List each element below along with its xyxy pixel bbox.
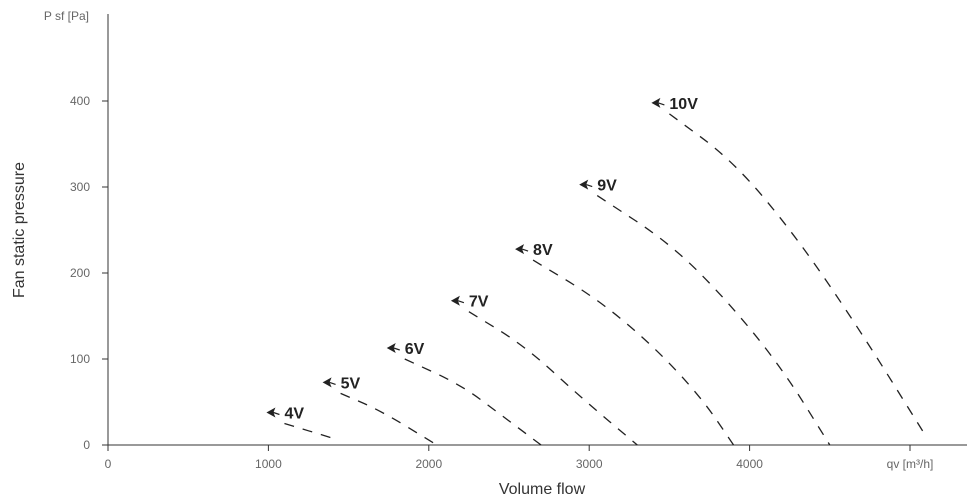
series-label-4V: 4V — [284, 406, 304, 423]
series-line-7V — [468, 311, 638, 446]
series-line-6V — [404, 358, 542, 446]
y-tick-label: 100 — [70, 352, 90, 366]
series-marker-5V — [322, 377, 332, 388]
series-marker-tail-9V — [586, 184, 593, 188]
series-marker-tail-7V — [457, 300, 465, 304]
series-marker-7V — [450, 295, 460, 306]
x-tick-label: 4000 — [736, 457, 763, 471]
y-tick-label: 400 — [70, 94, 90, 108]
series-lines — [284, 113, 927, 446]
axes — [107, 14, 967, 446]
series-label-8V: 8V — [533, 242, 553, 259]
y-tick-label: 300 — [70, 180, 90, 194]
series-marker-tail-6V — [393, 347, 400, 351]
y-tick-label: 0 — [83, 438, 90, 452]
series-marker-8V — [515, 244, 525, 255]
series-marker-4V — [266, 407, 276, 418]
series-line-9V — [596, 195, 831, 446]
series-line-5V — [340, 392, 438, 446]
series-marker-tail-10V — [658, 102, 665, 106]
x-tick-label: 3000 — [576, 457, 603, 471]
series-marker-6V — [386, 343, 396, 353]
x-axis-title: Volume flow — [499, 481, 586, 498]
series-marker-tail-8V — [521, 248, 529, 252]
series-line-4V — [284, 422, 333, 439]
y-unit-label: P sf [Pa] — [44, 9, 89, 23]
series-line-10V — [669, 113, 927, 437]
series-label-7V: 7V — [469, 294, 489, 311]
series-labels: 4V 5V 6V 7V 8V 9V 10V — [266, 96, 698, 423]
series-label-10V: 10V — [669, 96, 698, 113]
y-tick-label: 200 — [70, 266, 90, 280]
series-label-6V: 6V — [405, 341, 425, 358]
series-marker-tail-4V — [273, 411, 280, 416]
series-marker-9V — [579, 179, 589, 190]
series-label-9V: 9V — [597, 178, 617, 195]
series-label-5V: 5V — [341, 375, 361, 392]
series-line-8V — [532, 259, 735, 446]
x-tick-label: 0 — [105, 457, 112, 471]
y-axis-title: Fan static pressure — [11, 162, 28, 298]
series-marker-tail-5V — [329, 381, 336, 385]
series-marker-10V — [651, 97, 661, 108]
x-unit-label: qv [m³/h] — [887, 457, 934, 471]
x-tick-label: 2000 — [415, 457, 442, 471]
x-tick-label: 1000 — [255, 457, 282, 471]
